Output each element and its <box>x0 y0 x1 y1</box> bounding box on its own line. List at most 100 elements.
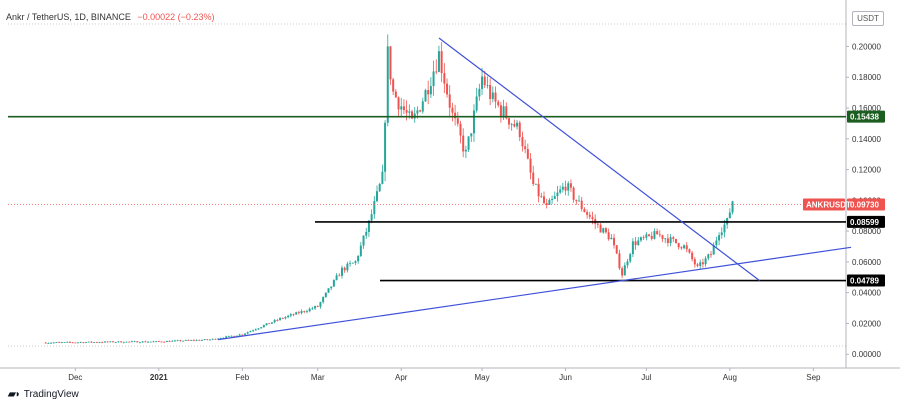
candle-body <box>133 341 136 343</box>
candle-body <box>615 245 618 254</box>
candle-body <box>335 275 338 280</box>
candle-body <box>699 262 702 266</box>
candle-body <box>548 200 551 205</box>
candle-body <box>397 97 400 110</box>
candle-body <box>192 340 195 341</box>
candle-body <box>664 238 667 240</box>
candle-body <box>610 237 613 240</box>
candle-body <box>599 224 602 233</box>
candle-body <box>618 253 621 269</box>
candle-body <box>704 258 707 265</box>
candle-body <box>106 341 109 343</box>
symbol-tag: ANKRUSDT <box>806 201 851 210</box>
candle-body <box>677 243 680 248</box>
candle-body <box>499 105 502 117</box>
candle-body <box>230 335 233 337</box>
candle-body <box>602 228 605 233</box>
candle-body <box>626 261 629 266</box>
y-tick-label: 0.20000 <box>852 42 881 51</box>
candle-body <box>569 183 572 188</box>
candle-body <box>90 341 93 343</box>
candle-body <box>373 201 376 215</box>
candle-body <box>688 249 691 253</box>
candle-body <box>551 198 554 201</box>
candle-body <box>728 212 731 219</box>
candle-body <box>77 342 80 344</box>
candle-body <box>357 255 360 262</box>
candle-body <box>607 232 610 240</box>
candle-body <box>68 341 71 343</box>
candle-body <box>462 135 465 152</box>
candle-body <box>658 234 661 236</box>
candle-body <box>257 328 260 330</box>
candle-body <box>623 265 626 276</box>
candle-body <box>262 325 265 328</box>
price-label-box <box>847 198 885 211</box>
candle-body <box>405 110 408 113</box>
price-change: −0.00022 (−0.23%) <box>137 12 215 22</box>
candle-body <box>578 200 581 202</box>
trendline-descending <box>438 37 760 281</box>
candle-body <box>526 149 529 159</box>
candle-body <box>235 335 238 337</box>
currency-badge[interactable]: USDT <box>852 11 884 26</box>
candle-body <box>486 85 489 86</box>
candle-body <box>693 259 696 265</box>
candle-body <box>419 110 422 112</box>
tradingview-logo-icon: ▰◗ <box>8 389 21 400</box>
candle-body <box>147 341 150 343</box>
candle-body <box>349 263 352 265</box>
candle-body <box>392 79 395 92</box>
candle-body <box>152 341 155 343</box>
candle-body <box>497 101 500 106</box>
candle-body <box>184 340 187 341</box>
candle-body <box>561 186 564 190</box>
candle-body <box>109 341 112 343</box>
candle-body <box>710 254 712 256</box>
candle-body <box>567 183 570 191</box>
candle-body <box>467 136 470 150</box>
candle-body <box>707 254 710 259</box>
candle-body <box>270 322 273 324</box>
candle-body <box>79 342 82 344</box>
candle-body <box>179 340 182 342</box>
candle-body <box>305 311 308 313</box>
candle-body <box>55 342 58 343</box>
candle-body <box>464 149 467 152</box>
candle-body <box>588 214 591 217</box>
candle-body <box>621 268 624 276</box>
candle-body <box>338 275 341 277</box>
x-tick-label: Jun <box>559 373 572 382</box>
candle-body <box>437 51 440 72</box>
candle-body <box>254 329 257 331</box>
candle-body <box>674 238 677 244</box>
candle-body <box>128 341 131 343</box>
price-label-box <box>847 274 885 287</box>
candle-body <box>481 76 484 89</box>
candle-body <box>672 237 675 239</box>
candle-body <box>435 71 438 73</box>
tradingview-name: TradingView <box>23 389 79 400</box>
candle-body <box>281 318 284 319</box>
candle-body <box>297 312 300 314</box>
candle-body <box>483 76 486 86</box>
candle-body <box>168 341 171 342</box>
candle-body <box>284 317 287 319</box>
candle-body <box>50 342 53 344</box>
candle-body <box>384 122 387 172</box>
x-tick-label: May <box>474 373 489 382</box>
candle-body <box>354 261 357 263</box>
candle-body <box>101 342 104 344</box>
candle-body <box>66 341 69 343</box>
candle-body <box>559 189 562 193</box>
candle-body <box>701 262 704 265</box>
candle-body <box>696 264 699 266</box>
candle-body <box>529 158 532 173</box>
x-tick-label: Aug <box>723 373 737 382</box>
candle-body <box>596 223 599 225</box>
candle-body <box>650 235 653 239</box>
candle-body <box>120 341 123 343</box>
candle-body <box>117 341 120 343</box>
candle-body <box>505 106 508 119</box>
